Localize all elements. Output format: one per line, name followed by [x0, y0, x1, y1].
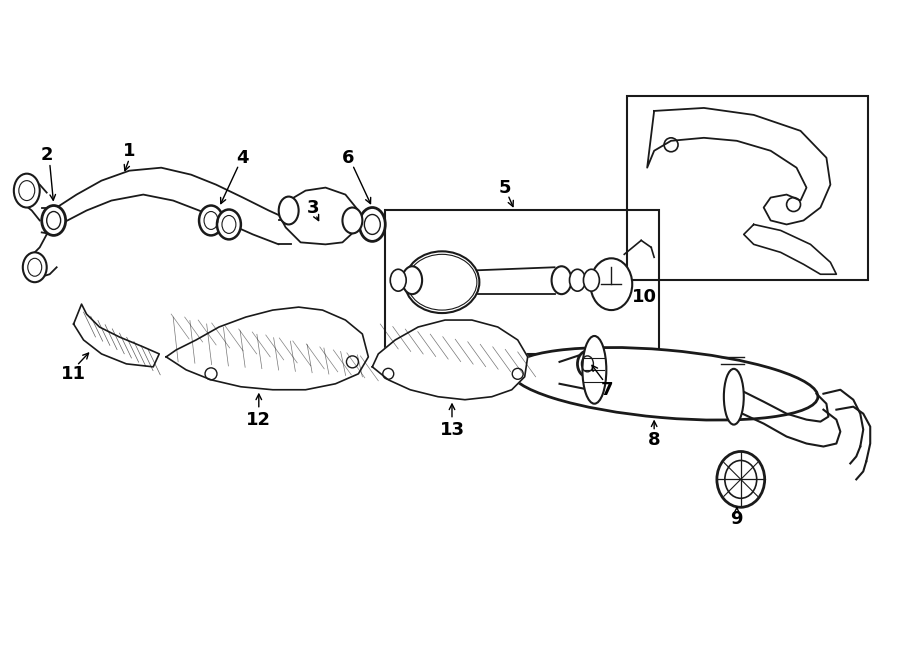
Text: 8: 8: [648, 430, 661, 449]
Ellipse shape: [405, 252, 480, 313]
Ellipse shape: [359, 207, 385, 242]
Ellipse shape: [22, 252, 47, 282]
Ellipse shape: [199, 205, 223, 236]
Polygon shape: [647, 108, 831, 224]
Text: 7: 7: [601, 381, 614, 399]
Polygon shape: [373, 320, 527, 400]
Text: 13: 13: [439, 420, 464, 439]
Text: 1: 1: [123, 142, 136, 160]
Text: 2: 2: [40, 146, 53, 164]
Text: 3: 3: [306, 199, 319, 216]
Ellipse shape: [552, 266, 572, 294]
Text: 11: 11: [61, 365, 86, 383]
Text: 6: 6: [342, 149, 355, 167]
Ellipse shape: [279, 197, 299, 224]
Text: 5: 5: [499, 179, 511, 197]
Ellipse shape: [217, 209, 241, 240]
Polygon shape: [279, 187, 358, 244]
Ellipse shape: [583, 269, 599, 291]
Bar: [627, 96, 868, 280]
Polygon shape: [743, 224, 836, 274]
Bar: [385, 209, 659, 354]
Text: 10: 10: [632, 288, 657, 306]
Ellipse shape: [402, 266, 422, 294]
Ellipse shape: [343, 207, 363, 234]
Text: 12: 12: [247, 410, 271, 428]
Polygon shape: [166, 307, 368, 390]
Ellipse shape: [582, 336, 607, 404]
Ellipse shape: [570, 269, 585, 291]
Text: 9: 9: [731, 510, 743, 528]
Ellipse shape: [717, 451, 765, 507]
Polygon shape: [74, 304, 159, 367]
Ellipse shape: [724, 461, 757, 498]
Ellipse shape: [14, 173, 40, 207]
Text: 4: 4: [237, 149, 249, 167]
Ellipse shape: [724, 369, 743, 424]
Ellipse shape: [590, 258, 632, 310]
Ellipse shape: [41, 205, 66, 236]
Ellipse shape: [578, 351, 598, 377]
Ellipse shape: [391, 269, 406, 291]
Ellipse shape: [510, 348, 818, 420]
